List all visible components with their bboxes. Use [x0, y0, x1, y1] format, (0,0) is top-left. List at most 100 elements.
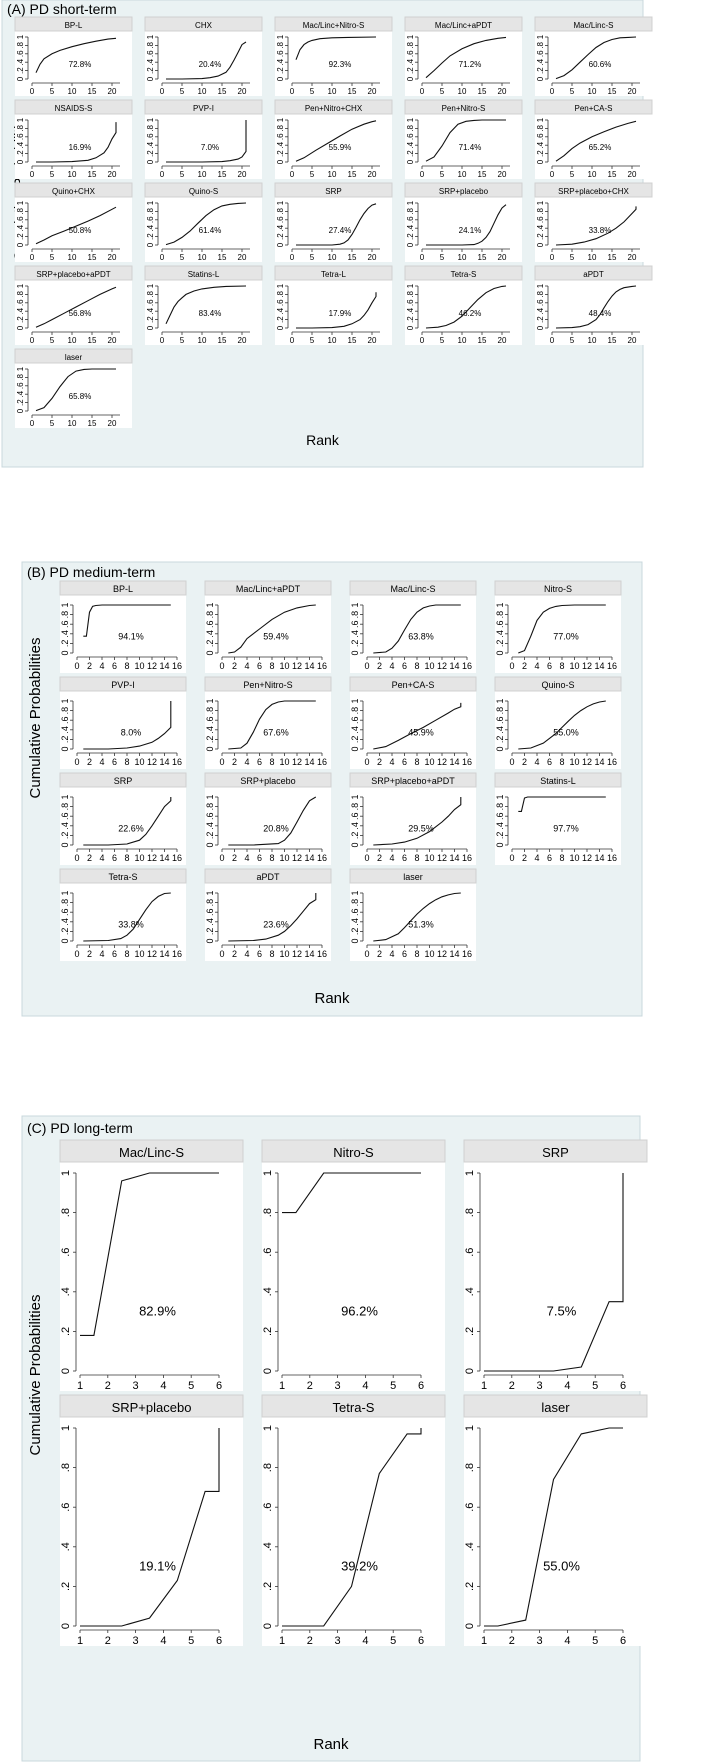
sucra-value-label: 61.4% — [199, 226, 222, 235]
sucra-value-label: 82.9% — [139, 1304, 176, 1319]
x-tick-label: 5 — [310, 170, 315, 179]
y-tick-label: 0 — [205, 842, 215, 847]
y-tick-label: 1 — [60, 602, 70, 607]
y-tick-label: 0 — [464, 1623, 476, 1629]
y-tick-label: .6 — [276, 133, 285, 140]
y-tick-label: .6 — [406, 133, 415, 140]
x-tick-label: 5 — [50, 419, 55, 428]
y-tick-label: .6 — [350, 908, 360, 916]
panel-strip — [494, 676, 622, 692]
sucra-value-label: 16.9% — [69, 143, 92, 152]
y-tick-label: .8 — [60, 707, 70, 715]
x-tick-label: 14 — [449, 853, 459, 863]
y-tick-label: 0 — [276, 159, 285, 164]
y-tick-label: .4 — [276, 224, 285, 231]
y-tick-label: 0 — [536, 159, 545, 164]
y-tick-label: .8 — [406, 208, 415, 215]
y-tick-label: 0 — [406, 325, 415, 330]
x-tick-label: 16 — [172, 757, 182, 767]
panel-strip-label: Quino-S — [189, 187, 218, 196]
y-tick-label: .6 — [350, 716, 360, 724]
y-tick-label: .6 — [464, 1503, 476, 1512]
series-line — [555, 36, 637, 80]
panel-strip-label: BP-L — [65, 21, 83, 30]
y-tick-label: .8 — [60, 899, 70, 907]
panel: PVP-I0.2.4.6.810 5 10 15 207.0% — [144, 99, 263, 179]
x-tick-label: 15 — [348, 336, 357, 345]
series-line — [282, 1428, 422, 1627]
panel-strip — [261, 1394, 446, 1418]
x-tick-label: 1 — [77, 1635, 83, 1647]
sucra-value-label: 60.6% — [589, 60, 612, 69]
x-tick-label: 20 — [368, 336, 377, 345]
y-tick-label: .6 — [406, 50, 415, 57]
panel-strip — [274, 182, 393, 198]
y-tick-label: .4 — [406, 224, 415, 231]
x-tick-label: 6 — [257, 661, 262, 671]
y-tick-label: .2 — [146, 233, 155, 240]
series-line — [35, 206, 117, 245]
y-tick-label: .4 — [146, 224, 155, 231]
x-tick-label: 20 — [108, 419, 117, 428]
x-tick-label: 14 — [594, 853, 604, 863]
x-tick-label: 12 — [147, 949, 157, 959]
x-tick-label: 12 — [437, 853, 447, 863]
y-tick-label: .2 — [16, 399, 25, 406]
panel-background — [205, 677, 331, 769]
y-tick-label: .6 — [60, 812, 70, 820]
y-tick-label: 0 — [495, 842, 505, 847]
y-tick-label: .8 — [276, 208, 285, 215]
panel-strip-label: Pen+Nitro+CHX — [305, 104, 363, 113]
x-tick-label: 2 — [509, 1380, 515, 1392]
y-tick-label: 1 — [16, 200, 25, 205]
x-tick-label: 6 — [620, 1380, 626, 1392]
x-tick-label: 8 — [414, 949, 419, 959]
x-tick-label: 0 — [290, 253, 295, 262]
y-tick-label: 1 — [495, 698, 505, 703]
panel-strip — [404, 182, 523, 198]
x-tick-label: 10 — [569, 853, 579, 863]
x-tick-label: 0 — [30, 336, 35, 345]
panel-strip — [404, 16, 523, 32]
panel-background — [495, 773, 621, 865]
series-line — [83, 604, 171, 637]
y-tick-label: 0 — [146, 325, 155, 330]
x-tick-label: 4 — [389, 757, 394, 767]
x-tick-label: 20 — [498, 170, 507, 179]
y-tick-label: 1 — [350, 794, 360, 799]
panel-background — [60, 677, 186, 769]
series-line — [83, 892, 171, 942]
y-tick-label: .4 — [60, 918, 70, 926]
panel-strip — [59, 676, 187, 692]
y-tick-label: .6 — [464, 1248, 476, 1257]
panel: SRP+placebo 0 .2 .4 .6 .8 1 1 2 3 4 5 6 19.1% — [59, 1394, 244, 1647]
y-tick-label: 1 — [464, 1170, 476, 1176]
x-tick-label: 6 — [418, 1635, 424, 1647]
x-tick-label: 10 — [198, 253, 207, 262]
y-tick-label: .4 — [495, 630, 505, 638]
sucra-value-label: 56.8% — [69, 309, 92, 318]
x-tick-label: 5 — [310, 336, 315, 345]
series-line — [484, 1173, 624, 1372]
x-tick-label: 0 — [160, 336, 165, 345]
y-tick-label: .2 — [495, 736, 505, 744]
y-tick-label: .6 — [536, 216, 545, 223]
y-tick-label: .8 — [350, 803, 360, 811]
y-tick-label: .4 — [350, 822, 360, 830]
y-tick-label: 1 — [60, 1170, 72, 1176]
panel: PVP-I0.2.4.6.810 2 4 6 8 10 12 14 168.0% — [59, 676, 187, 769]
panel-strip-label: SRP — [114, 776, 133, 786]
y-tick-label: 0 — [146, 159, 155, 164]
y-tick-label: .8 — [205, 899, 215, 907]
y-tick-label: .2 — [406, 233, 415, 240]
x-tick-label: 12 — [437, 949, 447, 959]
y-tick-label: .8 — [536, 208, 545, 215]
x-tick-label: 20 — [108, 170, 117, 179]
x-tick-label: 16 — [317, 661, 327, 671]
x-tick-label: 10 — [424, 949, 434, 959]
